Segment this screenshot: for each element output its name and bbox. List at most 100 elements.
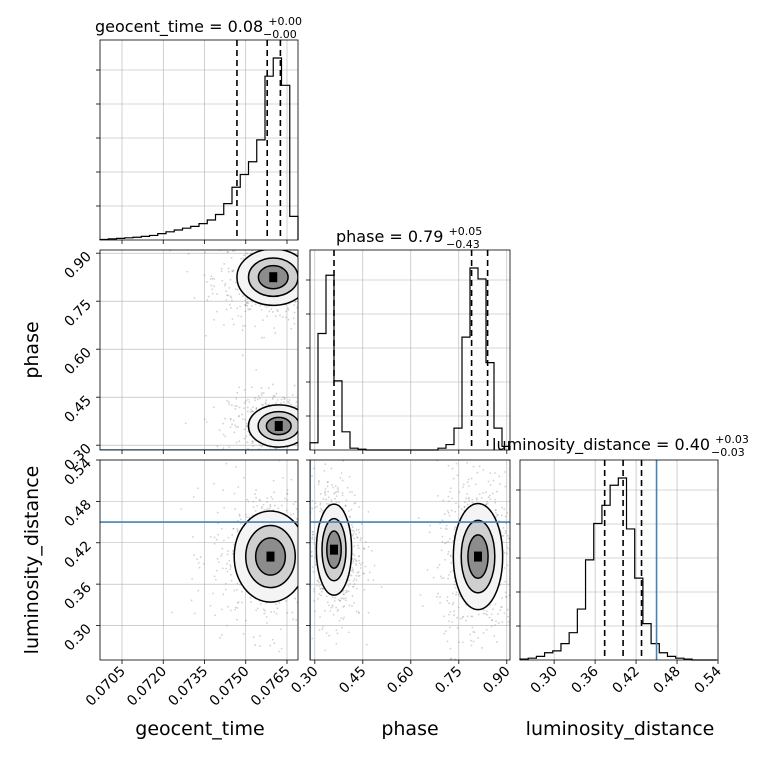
sample-point [447, 553, 449, 556]
sample-point [275, 603, 277, 606]
sample-point [301, 508, 303, 510]
sample-point [458, 491, 461, 494]
sample-point [255, 368, 258, 371]
ylabel-luminosity-distance: luminosity_distance [21, 466, 43, 655]
sample-point [443, 632, 446, 635]
sample-point [307, 444, 309, 446]
sample-point [455, 502, 457, 505]
title-luminosity-distance-main: luminosity_distance = 0.40 [492, 435, 710, 455]
title-phase: phase = 0.79 +0.05 −0.43 [336, 220, 487, 251]
sample-point [303, 507, 305, 509]
sample-point [337, 598, 340, 601]
sample-point [315, 263, 317, 265]
sample-point [305, 587, 307, 589]
sample-point [310, 429, 312, 431]
sample-point [276, 607, 279, 610]
sample-point [288, 402, 291, 404]
sample-point [312, 282, 314, 284]
sample-point [229, 417, 232, 420]
sample-point [300, 418, 302, 420]
sample-point [335, 491, 338, 493]
sample-point [525, 546, 527, 548]
sample-point [255, 609, 258, 612]
sample-point [270, 308, 273, 310]
sample-point [500, 514, 503, 517]
sample-point [337, 423, 339, 425]
sample-point [448, 620, 450, 623]
sample-point [320, 509, 323, 512]
sample-point [326, 456, 328, 458]
sample-point [485, 628, 488, 631]
sample-point [301, 420, 303, 422]
sample-point [275, 466, 277, 468]
sample-point [323, 469, 326, 472]
sample-point [355, 529, 358, 532]
sample-point [267, 241, 269, 243]
sample-point [419, 593, 422, 596]
sample-point [320, 276, 322, 278]
sample-point [210, 275, 213, 278]
sample-point [233, 431, 236, 434]
sample-point [482, 632, 485, 634]
sample-point [260, 387, 263, 390]
sample-point [496, 514, 499, 517]
sample-point [344, 261, 346, 263]
sample-point [463, 505, 466, 508]
sample-point [203, 418, 206, 421]
sample-point [334, 491, 337, 494]
sample-point [506, 564, 509, 567]
sample-point [229, 418, 232, 421]
sample-point [227, 243, 229, 245]
sample-point [285, 600, 287, 602]
sample-point [353, 577, 356, 580]
sample-point [258, 499, 261, 501]
sample-point [272, 463, 274, 465]
panel-frame [99, 459, 299, 661]
sample-point [456, 616, 459, 619]
sample-point [439, 595, 441, 598]
sample-point [197, 589, 200, 592]
sample-point [317, 242, 319, 244]
sample-point [351, 557, 354, 560]
sample-point [299, 430, 301, 432]
sample-point [449, 555, 452, 557]
sample-point [417, 517, 420, 519]
title-luminosity-distance-sup: +0.03 [715, 433, 749, 446]
sample-point [351, 569, 353, 572]
sample-point [523, 538, 525, 540]
sample-point [291, 460, 293, 462]
sample-point [335, 629, 338, 632]
sample-point [319, 616, 321, 618]
sample-point [370, 550, 373, 552]
sample-point [316, 242, 318, 244]
sample-point [226, 250, 229, 253]
sample-point [301, 421, 303, 423]
sample-point [468, 499, 471, 502]
sample-point [333, 600, 336, 602]
sample-point [437, 592, 439, 595]
sample-point [510, 611, 512, 613]
sample-point [240, 590, 243, 593]
sample-point [494, 624, 497, 627]
sample-point [331, 443, 333, 445]
xlabel-geocent-time: geocent_time [135, 718, 264, 740]
sample-point [198, 566, 201, 569]
sample-point [311, 428, 313, 430]
sample-point [212, 592, 214, 595]
sample-point [300, 291, 302, 293]
sample-point [299, 578, 301, 580]
sample-point [275, 612, 278, 615]
sample-point [305, 457, 307, 459]
sample-point [282, 476, 285, 479]
sample-point [225, 624, 228, 627]
sample-point [273, 611, 276, 613]
sample-point [367, 579, 370, 581]
sample-point [300, 289, 302, 291]
sample-point [353, 502, 356, 505]
sample-point [250, 386, 253, 389]
sample-point [232, 527, 235, 530]
sample-point [489, 472, 492, 475]
sample-point [250, 410, 253, 413]
sample-point [236, 607, 239, 609]
sample-point [280, 398, 283, 401]
